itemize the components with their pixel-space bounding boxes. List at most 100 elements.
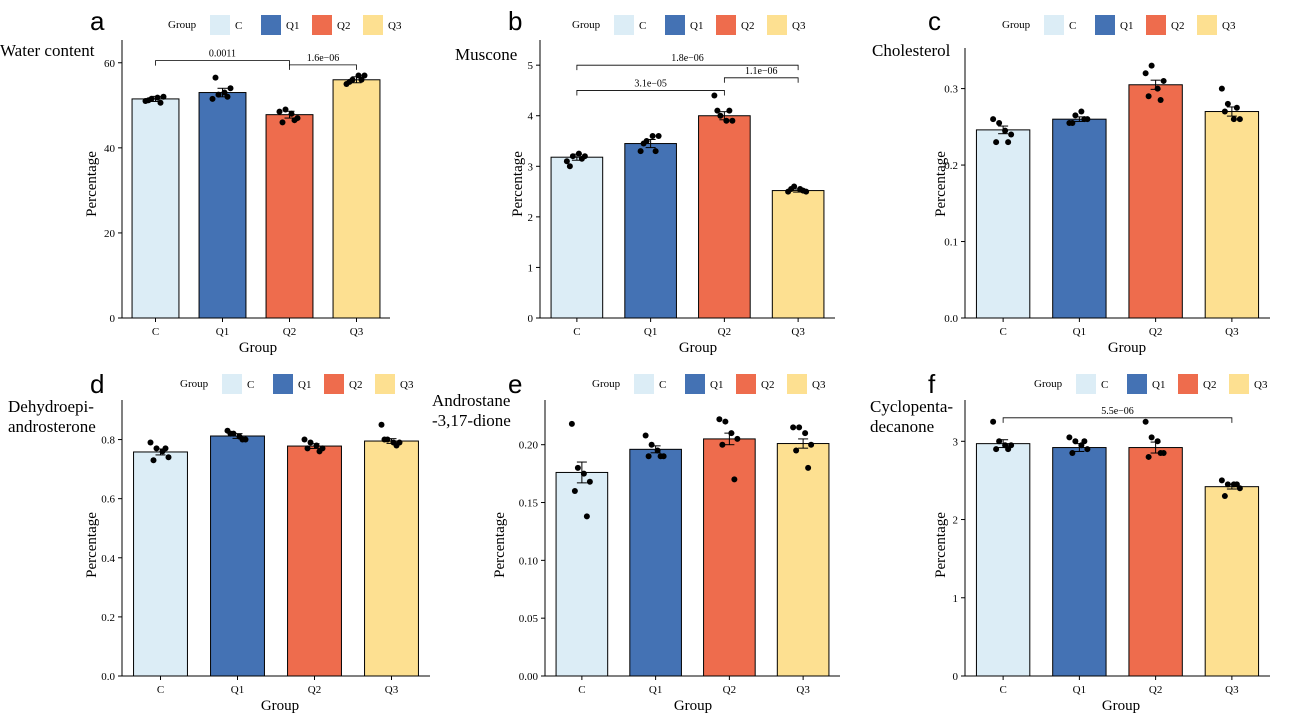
data-point	[1005, 139, 1012, 146]
data-point	[1148, 434, 1155, 441]
y-tick-label: 5	[528, 60, 534, 72]
panel-title: Cyclopenta-	[870, 397, 953, 416]
legend-swatch-q3	[1229, 374, 1249, 394]
y-tick-label: 0.3	[944, 84, 958, 96]
data-point	[361, 72, 368, 79]
x-tick-label: C	[999, 684, 1006, 696]
y-tick-label: 0.2	[101, 612, 115, 624]
x-tick-label: Q1	[649, 684, 662, 696]
data-point	[563, 158, 570, 165]
data-point	[800, 187, 807, 194]
legend-swatch-q1	[1095, 15, 1115, 35]
data-point	[316, 448, 323, 455]
bar-c	[131, 98, 180, 319]
data-point	[993, 446, 1000, 453]
x-tick-label: C	[152, 326, 159, 338]
legend-label-q1: Q1	[1152, 379, 1165, 391]
data-point	[808, 441, 815, 448]
x-tick-label: Q2	[718, 326, 731, 338]
y-axis-label: Percentage	[84, 151, 100, 217]
legend-swatch-q1	[685, 374, 705, 394]
bar-q3	[1204, 111, 1260, 319]
data-point	[788, 186, 795, 193]
data-point	[1157, 97, 1164, 104]
y-tick-label: 2	[953, 515, 959, 527]
data-point	[1002, 127, 1009, 134]
legend-swatch-q1	[665, 15, 685, 35]
significance-bracket	[1002, 417, 1233, 423]
data-point	[802, 430, 809, 437]
x-tick-label: Q1	[216, 326, 229, 338]
data-point	[227, 430, 234, 437]
panel-b: b Muscone Group C Q1 Q2 Q3 0 1 2 3 4 5 Percentage Grou…	[455, 6, 835, 356]
x-tick-label: Q1	[1073, 326, 1086, 338]
data-point	[150, 457, 157, 464]
p-value-label: 1.1e−06	[745, 66, 778, 77]
data-point	[990, 116, 997, 123]
significance-bracket	[155, 60, 290, 66]
legend-title: Group	[1034, 378, 1063, 390]
data-point	[1218, 477, 1225, 484]
bar-q1	[1052, 118, 1107, 319]
panel-a: a Water content Group C Q1 Q2 Q3 0 20 40 60 Percent…	[0, 6, 402, 356]
legend: Group C Q1 Q2 Q3	[1002, 15, 1236, 35]
x-tick-label: Q2	[308, 684, 321, 696]
legend-swatch-q1	[261, 15, 281, 35]
panel-title: -3,17-dione	[432, 411, 511, 430]
data-point	[723, 117, 730, 124]
data-point	[637, 148, 644, 155]
y-axis-label: Percentage	[933, 512, 949, 578]
data-point	[209, 95, 216, 102]
panel-letter: c	[928, 6, 941, 36]
legend-label-c: C	[659, 379, 666, 391]
data-point	[719, 441, 726, 448]
data-point	[580, 470, 587, 477]
data-point	[711, 92, 718, 99]
y-tick-label: 0.2	[944, 160, 958, 172]
data-point	[734, 435, 741, 442]
y-tick-label: 3	[528, 161, 534, 173]
legend-label-q3: Q3	[1222, 20, 1236, 32]
bar-q3	[1204, 486, 1260, 677]
data-point	[1081, 116, 1088, 123]
legend-label-c: C	[639, 20, 646, 32]
legend-swatch-q2	[324, 374, 344, 394]
p-value-label: 5.5e−06	[1101, 406, 1134, 417]
legend-label-c: C	[247, 379, 254, 391]
legend-label-q3: Q3	[792, 20, 806, 32]
data-point	[583, 513, 590, 520]
data-point	[657, 453, 664, 460]
bar-q3	[776, 443, 830, 677]
bar-c	[133, 451, 188, 677]
data-point	[346, 78, 353, 85]
data-point	[578, 155, 585, 162]
panel-letter: e	[508, 369, 522, 399]
data-point	[790, 424, 797, 431]
legend-title: Group	[592, 378, 621, 390]
y-tick-label: 0.6	[101, 494, 115, 506]
legend-label-q3: Q3	[400, 379, 414, 391]
data-point	[1157, 450, 1164, 457]
x-tick-label: Q3	[791, 326, 805, 338]
data-point	[1154, 85, 1161, 92]
x-tick-label: Q3	[385, 684, 399, 696]
legend-label-q3: Q3	[1254, 379, 1268, 391]
bar-c	[975, 443, 1031, 677]
panel-letter: d	[90, 369, 104, 399]
data-point	[304, 445, 311, 452]
data-point	[1160, 77, 1167, 84]
panel-c: c Cholesterol Group C Q1 Q2 Q3 0.0 0.1 0.2 0.3 Perc…	[872, 6, 1270, 356]
legend-swatch-q3	[767, 15, 787, 35]
x-tick-label: Q2	[283, 326, 296, 338]
data-point	[355, 72, 362, 79]
data-point	[1142, 418, 1149, 425]
data-point	[301, 436, 308, 443]
legend-label-q3: Q3	[812, 379, 826, 391]
data-point	[993, 139, 1000, 146]
x-tick-label: C	[999, 326, 1006, 338]
x-tick-label: Q2	[723, 684, 736, 696]
data-point	[288, 110, 295, 117]
y-tick-label: 0.0	[101, 671, 115, 683]
